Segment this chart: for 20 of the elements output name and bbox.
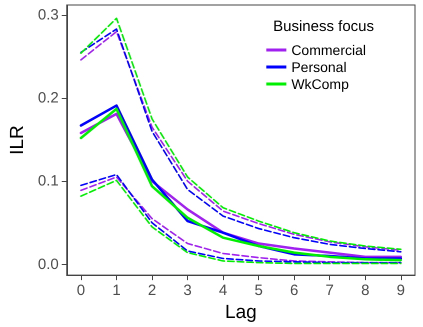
y-tick-label: 0.2: [38, 90, 59, 107]
y-tick-label: 0.0: [38, 256, 59, 273]
legend-label: Personal: [291, 59, 347, 75]
x-tick-label: 2: [148, 282, 156, 300]
x-tick-label: 5: [254, 282, 263, 300]
legend-label: WkComp: [291, 76, 350, 92]
x-tick-label: 4: [218, 282, 228, 300]
x-tick-label: 8: [361, 282, 370, 300]
x-tick-label: 9: [396, 282, 405, 300]
y-tick-label: 0.3: [38, 6, 59, 24]
legend-label: Commercial: [291, 42, 366, 58]
x-tick-label: 6: [290, 282, 298, 300]
x-tick-label: 3: [183, 282, 192, 300]
legend-title: Business focus: [273, 18, 374, 35]
y-tick-label: 0.1: [38, 172, 59, 190]
x-tick-label: 1: [112, 282, 121, 300]
x-tick-label: 0: [76, 282, 86, 300]
x-axis-title: Lag: [225, 302, 257, 323]
y-axis-title: ILR: [7, 125, 28, 155]
x-tick-label: 7: [326, 282, 334, 300]
